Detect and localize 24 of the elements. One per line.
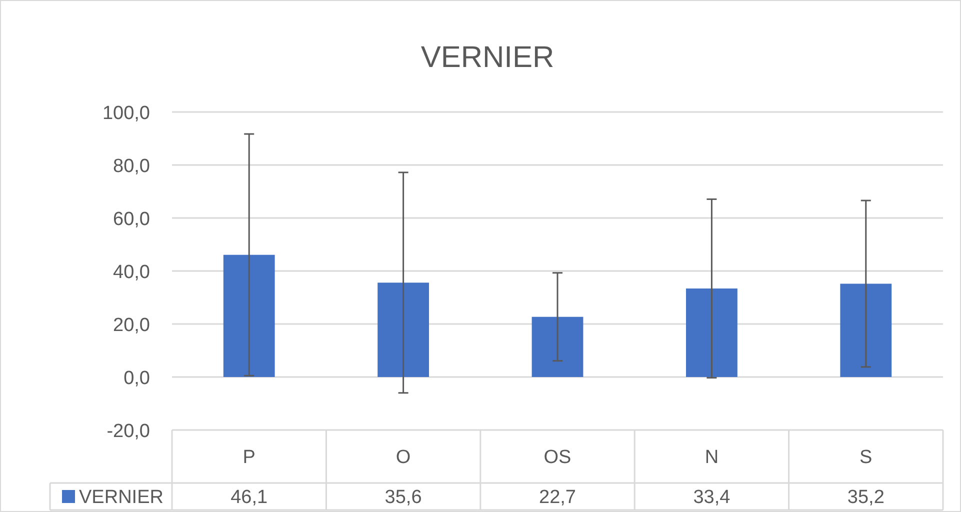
y-tick-label: 40,0	[113, 262, 150, 283]
x-tick-label: O	[396, 447, 411, 468]
x-tick-label: P	[242, 447, 256, 468]
data-label: 35,2	[847, 487, 884, 508]
chart-title: VERNIER	[420, 41, 554, 74]
bar	[686, 288, 738, 377]
bar	[840, 284, 892, 377]
y-tick-label: 20,0	[113, 315, 150, 336]
bar	[378, 282, 429, 377]
y-tick-label: 80,0	[113, 156, 150, 177]
y-tick-label: 60,0	[113, 209, 150, 230]
data-label: 35,6	[384, 487, 422, 508]
x-tick-label: OS	[544, 447, 572, 468]
data-label: 46,1	[230, 487, 268, 508]
data-label: 33,4	[693, 487, 731, 508]
x-tick-label: S	[860, 447, 872, 468]
y-tick-label: 0,0	[124, 368, 150, 389]
y-tick-label: -20,0	[106, 421, 150, 442]
y-tick-label: 100,0	[102, 103, 150, 124]
bar	[532, 316, 584, 377]
bar	[223, 254, 275, 377]
legend-label: VERNIER	[79, 487, 164, 508]
x-tick-label: N	[704, 447, 719, 468]
data-label: 22,7	[539, 487, 576, 508]
